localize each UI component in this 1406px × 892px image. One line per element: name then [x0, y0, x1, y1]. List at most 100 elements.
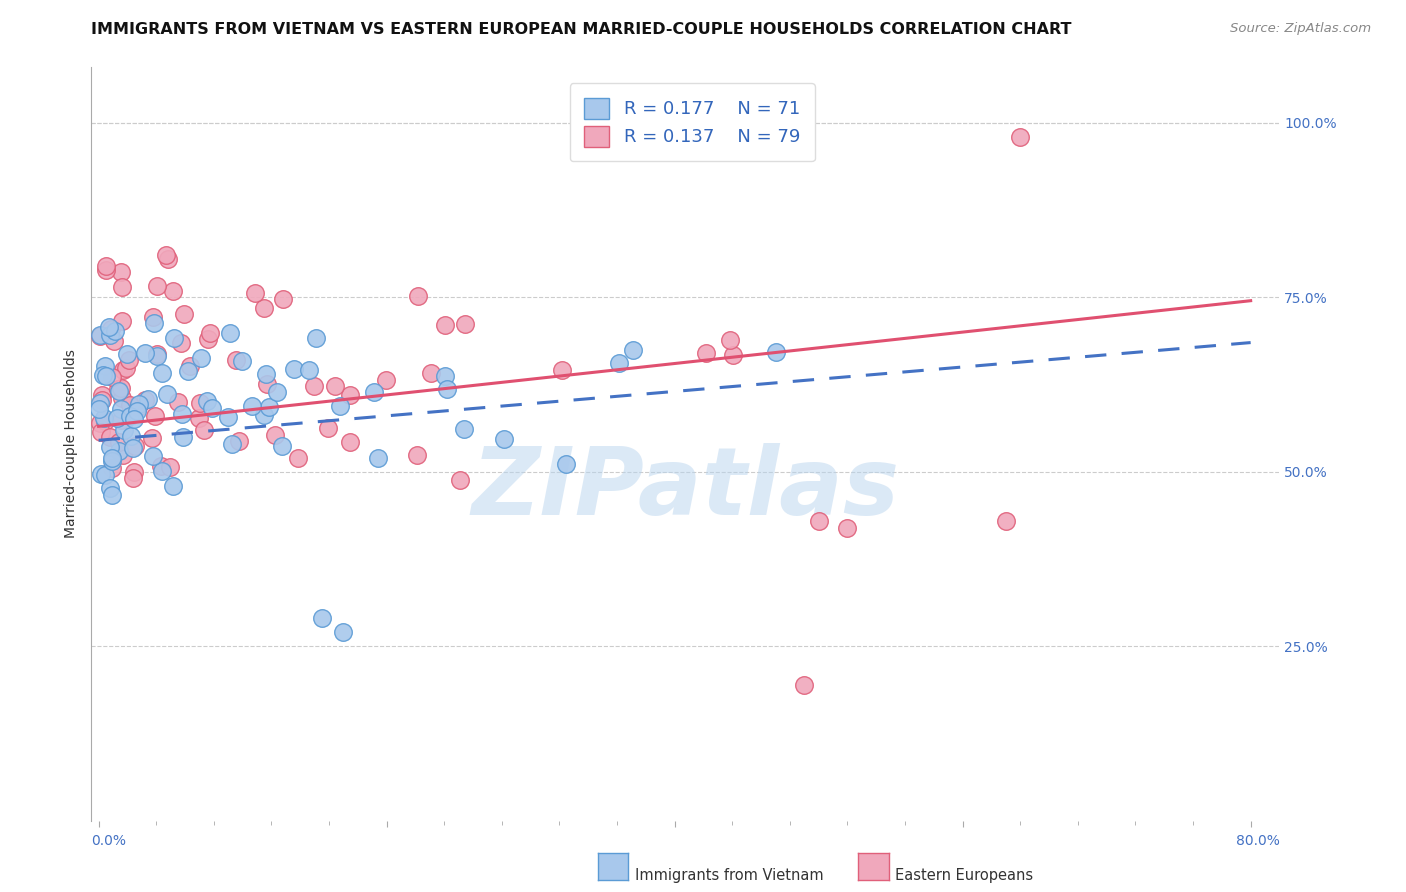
Point [108, 384, 131, 398]
Point [111, 391, 134, 405]
Point [695, 346, 717, 360]
Point [101, 370, 124, 384]
Point [150, 367, 173, 381]
Point [90, 425, 112, 439]
Point [283, 361, 305, 376]
Point [146, 279, 169, 293]
Point [120, 409, 142, 423]
Text: 0.0%: 0.0% [91, 834, 127, 848]
Point [89, 416, 111, 430]
Point [621, 343, 644, 357]
Point [138, 392, 160, 406]
Point [172, 430, 194, 444]
Point [91, 368, 114, 382]
Point [434, 369, 457, 384]
Point [166, 394, 188, 409]
Point [94, 359, 117, 373]
Point [197, 332, 219, 346]
Point [96, 369, 118, 384]
Point [363, 385, 385, 400]
Point [287, 451, 309, 466]
Text: Immigrants from Vietnam: Immigrants from Vietnam [612, 869, 824, 883]
Point [195, 394, 218, 409]
Point [607, 356, 630, 370]
Point [91, 388, 114, 402]
Point [243, 285, 266, 300]
Point [110, 265, 132, 279]
Point [406, 288, 429, 302]
Point [155, 248, 177, 262]
Point [98, 430, 121, 444]
Point [793, 677, 815, 691]
Point [94, 467, 117, 482]
Point [406, 448, 429, 462]
Point [173, 307, 195, 321]
Point [115, 361, 138, 376]
Point [765, 345, 787, 359]
Point [156, 252, 179, 267]
Point [253, 301, 276, 316]
Point [219, 326, 242, 340]
Point [554, 457, 576, 471]
Point [110, 381, 132, 395]
Point [339, 388, 361, 402]
Point [225, 353, 247, 368]
Legend: R = 0.177    N = 71, R = 0.137    N = 79: R = 0.177 N = 71, R = 0.137 N = 79 [569, 84, 814, 161]
Point [101, 488, 124, 502]
Point [453, 421, 475, 435]
Point [188, 396, 211, 410]
Point [90, 467, 112, 481]
Point [122, 466, 145, 480]
Point [120, 428, 142, 442]
Point [89, 396, 111, 410]
Point [156, 386, 179, 401]
Point [87, 401, 110, 416]
Point [162, 478, 184, 492]
Point [198, 326, 221, 341]
Point [103, 334, 125, 349]
Point [112, 363, 135, 377]
Point [146, 350, 169, 364]
Point [257, 400, 280, 414]
Point [124, 411, 146, 425]
Point [118, 398, 141, 412]
Point [329, 399, 352, 413]
Point [323, 378, 346, 392]
Point [145, 347, 167, 361]
Point [433, 318, 456, 332]
Point [718, 333, 741, 347]
Point [332, 625, 354, 640]
Point [254, 368, 277, 382]
Point [217, 410, 239, 425]
Point [367, 450, 389, 465]
Point [994, 514, 1017, 528]
Point [228, 434, 250, 449]
Point [122, 471, 145, 485]
Point [179, 359, 201, 374]
Point [193, 423, 215, 437]
Point [122, 441, 145, 455]
Point [94, 262, 117, 277]
Point [231, 354, 253, 368]
Text: ZIPatlas: ZIPatlas [471, 443, 900, 535]
Point [94, 259, 117, 273]
Point [128, 397, 150, 411]
Point [100, 481, 122, 495]
Point [142, 449, 165, 463]
Point [127, 400, 149, 414]
Point [108, 434, 131, 449]
Point [311, 611, 333, 625]
Point [118, 353, 141, 368]
Point [111, 280, 134, 294]
Point [188, 410, 211, 425]
Point [302, 379, 325, 393]
Point [436, 382, 458, 396]
Point [252, 408, 274, 422]
Point [318, 421, 340, 435]
Point [127, 404, 149, 418]
Point [170, 407, 193, 421]
Y-axis label: Married-couple Households: Married-couple Households [65, 350, 79, 538]
Point [107, 443, 129, 458]
Point [111, 314, 134, 328]
Point [492, 432, 515, 446]
